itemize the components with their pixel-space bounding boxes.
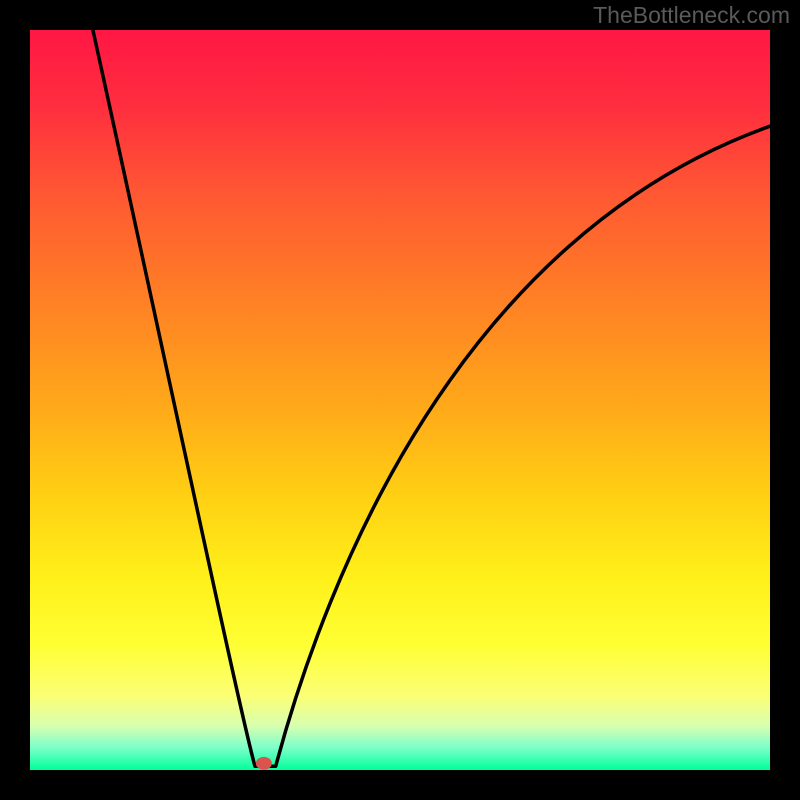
watermark-text: TheBottleneck.com [593,2,790,29]
minimum-marker [256,757,272,770]
plot-area [30,30,770,770]
bottleneck-chart [0,0,800,800]
chart-container: TheBottleneck.com [0,0,800,800]
